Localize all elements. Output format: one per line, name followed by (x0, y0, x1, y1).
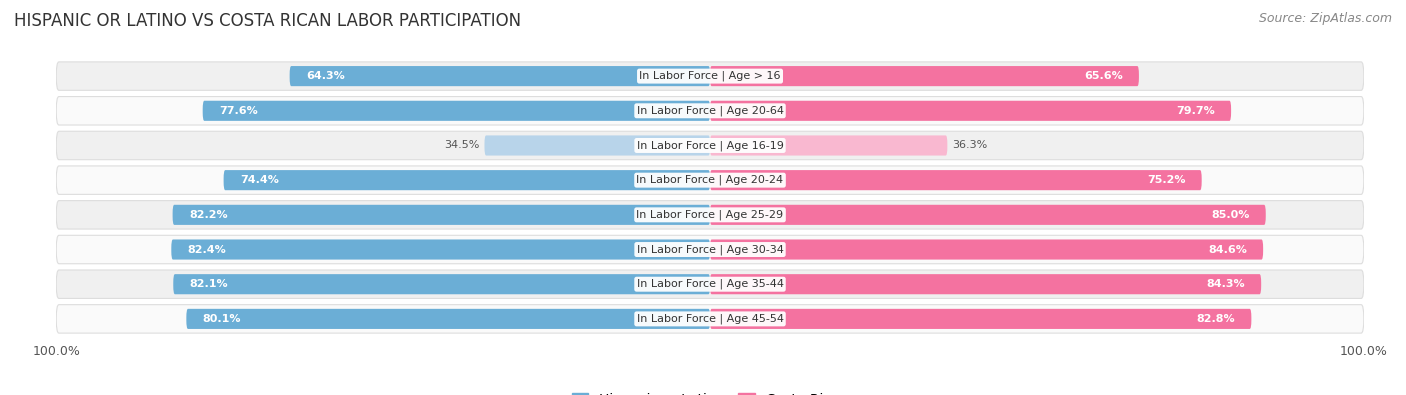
FancyBboxPatch shape (173, 205, 710, 225)
FancyBboxPatch shape (710, 205, 1265, 225)
FancyBboxPatch shape (710, 66, 1139, 86)
Text: 85.0%: 85.0% (1211, 210, 1250, 220)
Text: Source: ZipAtlas.com: Source: ZipAtlas.com (1258, 12, 1392, 25)
Legend: Hispanic or Latino, Costa Rican: Hispanic or Latino, Costa Rican (567, 387, 853, 395)
Text: 65.6%: 65.6% (1084, 71, 1122, 81)
FancyBboxPatch shape (485, 135, 710, 156)
FancyBboxPatch shape (187, 309, 710, 329)
FancyBboxPatch shape (710, 101, 1232, 121)
FancyBboxPatch shape (710, 239, 1263, 260)
Text: 82.1%: 82.1% (190, 279, 228, 289)
FancyBboxPatch shape (56, 62, 1364, 90)
Text: 36.3%: 36.3% (953, 141, 988, 150)
FancyBboxPatch shape (56, 131, 1364, 160)
FancyBboxPatch shape (56, 166, 1364, 194)
Text: In Labor Force | Age 25-29: In Labor Force | Age 25-29 (637, 210, 783, 220)
Text: HISPANIC OR LATINO VS COSTA RICAN LABOR PARTICIPATION: HISPANIC OR LATINO VS COSTA RICAN LABOR … (14, 12, 522, 30)
Text: 84.6%: 84.6% (1208, 245, 1247, 254)
Text: 80.1%: 80.1% (202, 314, 242, 324)
Text: 82.8%: 82.8% (1197, 314, 1234, 324)
Text: In Labor Force | Age > 16: In Labor Force | Age > 16 (640, 71, 780, 81)
FancyBboxPatch shape (710, 170, 1202, 190)
FancyBboxPatch shape (172, 239, 710, 260)
Text: 34.5%: 34.5% (444, 141, 479, 150)
FancyBboxPatch shape (202, 101, 710, 121)
Text: 77.6%: 77.6% (219, 106, 257, 116)
Text: 74.4%: 74.4% (240, 175, 278, 185)
FancyBboxPatch shape (710, 135, 948, 156)
Text: In Labor Force | Age 16-19: In Labor Force | Age 16-19 (637, 140, 783, 151)
Text: In Labor Force | Age 20-24: In Labor Force | Age 20-24 (637, 175, 783, 185)
Text: 82.2%: 82.2% (188, 210, 228, 220)
FancyBboxPatch shape (56, 305, 1364, 333)
FancyBboxPatch shape (56, 270, 1364, 299)
FancyBboxPatch shape (224, 170, 710, 190)
Text: 75.2%: 75.2% (1147, 175, 1185, 185)
Text: 84.3%: 84.3% (1206, 279, 1244, 289)
Text: In Labor Force | Age 30-34: In Labor Force | Age 30-34 (637, 244, 783, 255)
FancyBboxPatch shape (173, 274, 710, 294)
FancyBboxPatch shape (710, 274, 1261, 294)
Text: 79.7%: 79.7% (1175, 106, 1215, 116)
Text: 64.3%: 64.3% (307, 71, 344, 81)
FancyBboxPatch shape (56, 235, 1364, 264)
FancyBboxPatch shape (710, 309, 1251, 329)
Text: In Labor Force | Age 20-64: In Labor Force | Age 20-64 (637, 105, 783, 116)
FancyBboxPatch shape (56, 201, 1364, 229)
FancyBboxPatch shape (290, 66, 710, 86)
Text: In Labor Force | Age 35-44: In Labor Force | Age 35-44 (637, 279, 783, 290)
FancyBboxPatch shape (56, 96, 1364, 125)
Text: In Labor Force | Age 45-54: In Labor Force | Age 45-54 (637, 314, 783, 324)
Text: 82.4%: 82.4% (187, 245, 226, 254)
